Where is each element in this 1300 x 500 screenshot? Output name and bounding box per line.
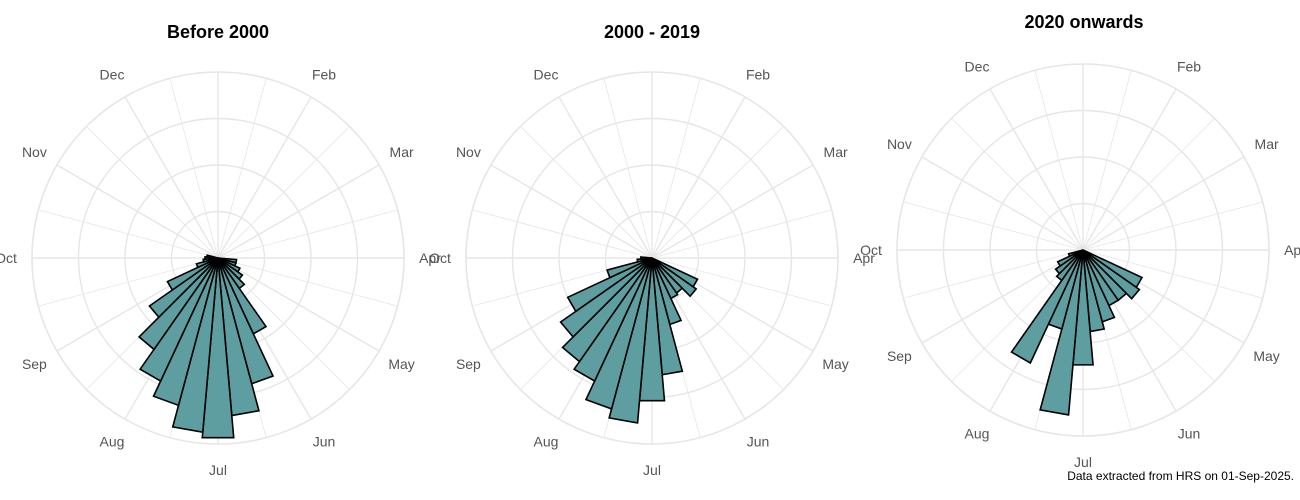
- polar-panel: Feb Mar Apr May Jun Jul Aug Sep Oct Nov Dec Before …: [0, 22, 441, 478]
- month-label: Mar: [1255, 136, 1279, 152]
- month-label: Oct: [860, 242, 882, 258]
- minor-spoke: [651, 126, 784, 259]
- month-label: Nov: [22, 144, 47, 160]
- data-source-note: Data extracted from HRS on 01-Sep-2025.: [1067, 469, 1294, 483]
- polar-panel: Feb Mar Apr May Jun Jul Aug Sep Oct Nov Dec 2020 on…: [860, 12, 1300, 470]
- major-spoke: [989, 88, 1084, 251]
- month-label: Mar: [824, 144, 848, 160]
- month-label: Feb: [1177, 58, 1201, 74]
- minor-spoke: [1082, 70, 1132, 251]
- month-label: Oct: [429, 250, 451, 266]
- major-spoke: [217, 96, 312, 259]
- minor-spoke: [217, 209, 398, 259]
- major-spoke: [490, 164, 653, 259]
- rose-bar: [1067, 249, 1084, 258]
- rose-bar: [205, 254, 219, 259]
- month-label: Aug: [965, 426, 990, 442]
- minor-spoke: [1082, 201, 1263, 251]
- month-label: Jul: [209, 462, 227, 478]
- month-label: Oct: [0, 250, 17, 266]
- major-spoke: [558, 96, 653, 259]
- month-label: Dec: [965, 58, 990, 74]
- month-label: Apr: [853, 250, 875, 266]
- month-label: Sep: [456, 356, 481, 372]
- minor-spoke: [651, 78, 701, 259]
- month-label: Sep: [887, 348, 912, 364]
- polar-panel: Feb Mar Apr May Jun Jul Aug Sep Oct Nov Dec 2000 - …: [429, 22, 875, 478]
- minor-spoke: [951, 118, 1084, 251]
- minor-spoke: [38, 257, 219, 307]
- major-spoke: [921, 156, 1084, 251]
- major-spoke: [1082, 156, 1245, 251]
- month-label: Mar: [390, 144, 414, 160]
- major-spoke: [124, 96, 219, 259]
- month-label: Aug: [534, 434, 559, 450]
- major-spoke: [921, 249, 1084, 344]
- rose-bar: [1010, 249, 1084, 365]
- month-label: Dec: [100, 66, 125, 82]
- rose-bar: [166, 257, 219, 292]
- minor-spoke: [903, 201, 1084, 251]
- minor-spoke: [472, 209, 653, 259]
- minor-spoke: [520, 126, 653, 259]
- minor-spoke: [903, 249, 1084, 299]
- minor-spoke: [217, 257, 398, 307]
- month-label: Jun: [747, 434, 770, 450]
- major-spoke: [651, 96, 746, 259]
- major-spoke: [651, 164, 814, 259]
- major-spoke: [56, 164, 219, 259]
- minor-spoke: [38, 209, 219, 259]
- month-label: Nov: [887, 136, 912, 152]
- minor-spoke: [217, 78, 267, 259]
- minor-spoke: [651, 209, 832, 259]
- rose-bar: [606, 257, 653, 279]
- minor-spoke: [651, 257, 832, 307]
- chart-title: Before 2000: [167, 22, 269, 42]
- minor-spoke: [1034, 70, 1084, 251]
- month-label: Jul: [643, 462, 661, 478]
- month-label: Apr: [419, 250, 441, 266]
- month-label: Apr: [1284, 242, 1300, 258]
- month-label: May: [822, 356, 848, 372]
- month-label: May: [388, 356, 414, 372]
- month-label: Feb: [746, 66, 770, 82]
- month-label: May: [1253, 348, 1279, 364]
- month-label: Dec: [534, 66, 559, 82]
- month-label: Nov: [456, 144, 481, 160]
- major-spoke: [1082, 88, 1177, 251]
- month-label: Aug: [100, 434, 125, 450]
- month-label: Jul: [1074, 454, 1092, 470]
- minor-spoke: [86, 126, 219, 259]
- rose-bar: [640, 256, 653, 260]
- major-spoke: [217, 257, 380, 352]
- minor-spoke: [1082, 249, 1263, 299]
- minor-spoke: [1082, 118, 1215, 251]
- major-spoke: [217, 164, 380, 259]
- minor-spoke: [169, 78, 219, 259]
- month-label: Jun: [313, 434, 336, 450]
- month-label: Jun: [1178, 426, 1201, 442]
- chart-title: 2020 onwards: [1024, 12, 1143, 32]
- month-label: Feb: [312, 66, 336, 82]
- minor-spoke: [217, 126, 350, 259]
- month-label: Sep: [22, 356, 47, 372]
- minor-spoke: [603, 78, 653, 259]
- chart-title: 2000 - 2019: [604, 22, 700, 42]
